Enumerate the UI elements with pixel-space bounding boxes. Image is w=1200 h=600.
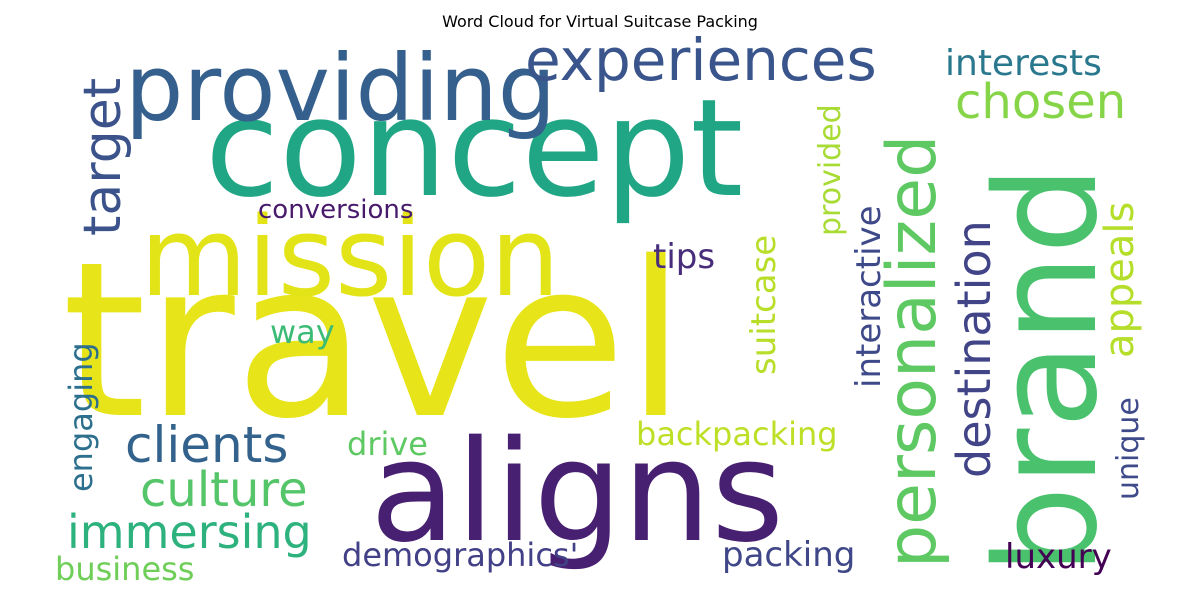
- word-mission: mission: [140, 193, 560, 321]
- word-culture: culture: [140, 462, 308, 518]
- word-conversions: conversions: [258, 195, 413, 225]
- word-brand: brand: [966, 165, 1129, 575]
- word-providing: providing: [125, 35, 556, 142]
- word-destination: destination: [947, 220, 1001, 478]
- word-unique: unique: [1111, 397, 1146, 500]
- word-interests: interests: [945, 43, 1102, 84]
- word-experiences: experiences: [525, 26, 877, 94]
- word-engaging: engaging: [62, 342, 100, 492]
- word-travel: travel: [62, 215, 686, 466]
- word-personalized: personalized: [873, 135, 952, 568]
- word-target: target: [73, 78, 133, 236]
- word-backpacking: backpacking: [636, 415, 838, 453]
- word-drive: drive: [347, 425, 428, 463]
- word-aligns: aligns: [370, 411, 784, 574]
- word-appeals: appeals: [1097, 202, 1143, 358]
- word-interactive: interactive: [849, 205, 889, 388]
- word-immersing: immersing: [67, 505, 312, 559]
- word-suitcase: suitcase: [744, 235, 784, 375]
- word-way: way: [270, 313, 335, 351]
- word-luxury: luxury: [1005, 537, 1112, 577]
- word-clients: clients: [125, 416, 288, 474]
- word-tips: tips: [653, 237, 715, 277]
- chart-title: Word Cloud for Virtual Suitcase Packing: [442, 12, 758, 31]
- word-provided: provided: [813, 104, 848, 236]
- word-business: business: [55, 550, 194, 588]
- word-chosen: chosen: [955, 74, 1126, 130]
- word-packing: packing: [722, 535, 855, 575]
- word-concept: concept: [205, 70, 743, 227]
- word-demographics: demographics': [342, 536, 578, 574]
